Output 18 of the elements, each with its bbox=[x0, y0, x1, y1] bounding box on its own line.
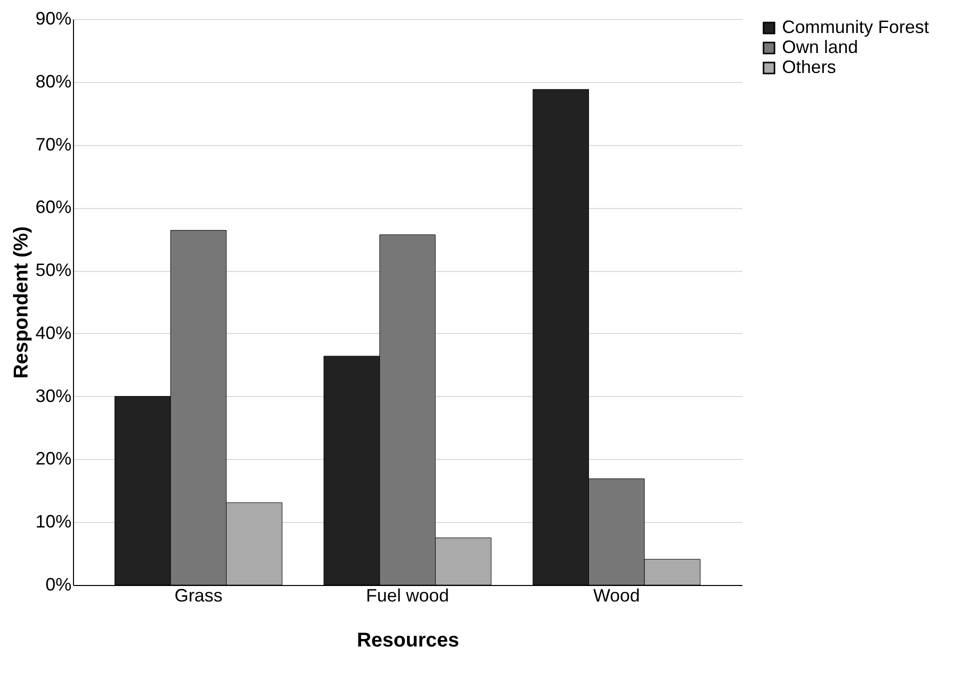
x-tick-label: Grass bbox=[174, 586, 222, 606]
x-tick-label: Fuel wood bbox=[366, 586, 450, 606]
y-tick-label: 90% bbox=[35, 8, 72, 28]
legend-label: Others bbox=[782, 57, 836, 77]
y-tick-label: 30% bbox=[35, 386, 72, 406]
y-tick-label: 70% bbox=[35, 134, 72, 154]
y-tick-label: 0% bbox=[45, 574, 72, 594]
y-axis-title: Respondent (%) bbox=[10, 226, 32, 379]
y-tick-label: 80% bbox=[35, 71, 72, 92]
y-tick-label: 20% bbox=[35, 448, 72, 469]
legend-label: Own land bbox=[782, 37, 858, 57]
y-tick-label: 10% bbox=[35, 512, 72, 532]
y-tick-label: 40% bbox=[35, 322, 72, 343]
x-axis-title: Resources bbox=[356, 630, 460, 652]
y-tick-label: 60% bbox=[35, 197, 72, 218]
x-tick-label: Wood bbox=[593, 586, 640, 606]
y-tick-label: 50% bbox=[35, 260, 72, 280]
legend-label: Community Forest bbox=[782, 17, 930, 37]
